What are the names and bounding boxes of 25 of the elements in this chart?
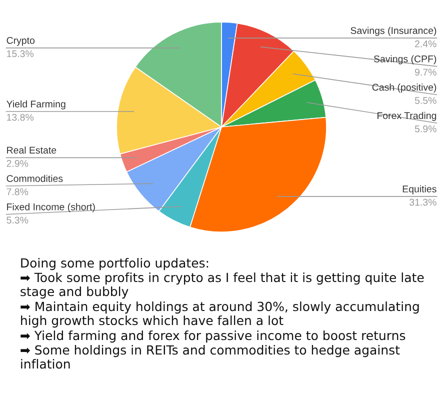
text: Doing some portfolio updates: [21, 258, 208, 270]
data-label: 7.8% [6, 188, 28, 196]
text: ➡ Maintain equity holdings at around 30%, slowly accumulating high growth stocks which have fallen a lot [20, 302, 419, 328]
text: ➡ Some holdings in REITs and commodities to hedge against inflation [20, 345, 400, 369]
data-label: 2.4% [415, 40, 436, 48]
data-label: 15.3% [7, 50, 34, 58]
slice-label: Commodities [6, 174, 63, 182]
slice-label: Equities [402, 185, 436, 194]
slice-label: Cash (positive) [372, 84, 436, 93]
slice-label: Savings (CPF) [374, 55, 436, 64]
data-label: 5.5% [414, 97, 436, 104]
slice-label: Crypto [6, 36, 35, 46]
slice-label: Forex Trading [378, 112, 436, 121]
data-label: 13.8% [7, 114, 34, 121]
data-label: 31.3% [410, 198, 436, 206]
data-label: 2.9% [6, 160, 28, 167]
text: ➡ Took some profits in crypto as I feel that it is getting quite late stage and bubbly [20, 272, 424, 299]
slice-label: Savings (Insurance) [350, 26, 436, 36]
data-label: 5.9% [414, 125, 436, 132]
slice-label: Fixed Income (short) [7, 203, 95, 212]
data-label: 9.7% [415, 68, 436, 76]
slice-label: Real Estate [7, 146, 56, 154]
text: ➡ Yield farming and forex for passive income to boost returns [20, 330, 406, 343]
data-label: 5.3% [6, 216, 28, 224]
slice-label: Yield Farming [6, 100, 66, 110]
